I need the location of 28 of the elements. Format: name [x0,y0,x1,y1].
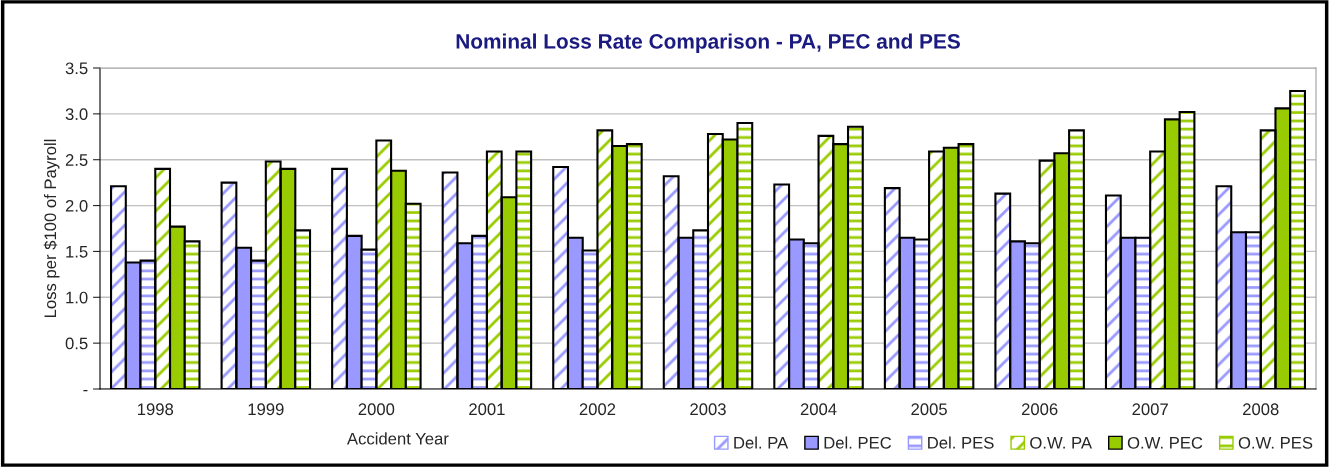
y-tick-label: - [83,389,88,392]
y-tick-label: 1.0 [66,291,88,304]
x-tick-label: 1999 [248,403,284,416]
x-axis-title: Accident Year [346,432,449,445]
chart-title: Nominal Loss Rate Comparison - PA, PEC and PES [456,33,960,53]
legend-label: O.W. PEC [1127,436,1203,449]
y-tick-label: 3.5 [65,62,88,75]
y-tick-label: 2.5 [65,154,88,166]
y-tick-label: 1.5 [66,246,88,258]
x-tick-label: 2000 [358,403,395,416]
y-axis-title: Loss per $100 of Payroll [43,139,60,317]
x-tick-label: 2007 [1132,403,1168,416]
legend-label: Del. PES [928,436,994,449]
x-tick-label: 1998 [138,403,174,416]
legend-label: O.W. PA [1030,436,1093,449]
x-tick-label: 2002 [579,403,616,416]
x-tick-label: 2001 [469,403,505,416]
legend-label: Del. PA [734,436,789,449]
x-tick-label: 2005 [911,403,947,416]
x-tick-label: 2003 [690,403,726,416]
x-tick-label: 2008 [1243,403,1279,416]
legend-label: O.W. PES [1238,436,1313,449]
y-tick-label: 2.0 [65,199,88,212]
x-tick-label: 2006 [1021,403,1058,416]
legend-label: Del. PEC [824,436,892,449]
x-tick-label: 2004 [800,403,837,416]
y-tick-label: 3.0 [65,108,88,121]
y-tick-label: 0.5 [65,337,88,350]
